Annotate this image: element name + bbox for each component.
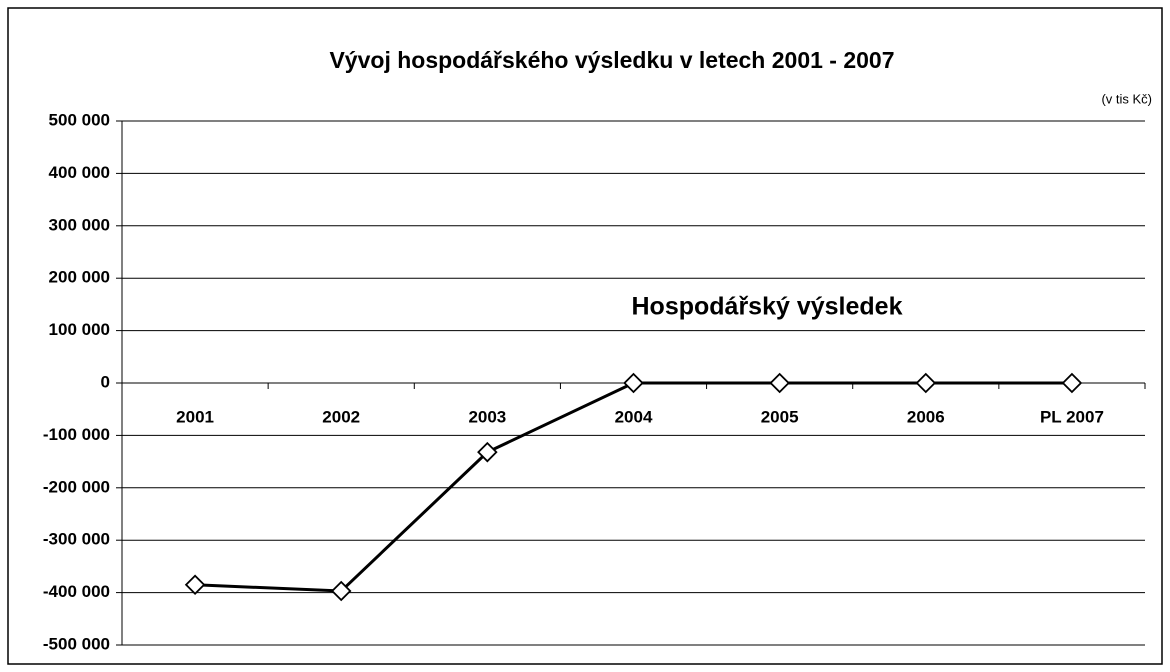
y-tick-label: -200 000 — [43, 477, 110, 496]
y-tick-label: -300 000 — [43, 530, 110, 549]
data-point — [477, 441, 498, 463]
y-tick-label: 200 000 — [49, 268, 110, 287]
x-tick-label: 2003 — [468, 407, 506, 426]
data-point — [1061, 372, 1083, 394]
x-tick-label: 2004 — [615, 407, 653, 426]
y-tick-label: 400 000 — [49, 163, 110, 182]
data-point — [769, 372, 790, 394]
data-point — [623, 372, 644, 394]
chart-title: Vývoj hospodářského výsledku v letech 20… — [329, 47, 894, 73]
y-tick-label: 0 — [101, 372, 110, 391]
x-tick-label: 2006 — [907, 407, 945, 426]
data-point — [184, 574, 206, 596]
x-tick-label: 2002 — [322, 407, 360, 426]
y-tick-label: -400 000 — [43, 582, 110, 601]
y-tick-label: 500 000 — [49, 110, 110, 129]
data-point — [330, 580, 352, 602]
x-tick-label: PL 2007 — [1040, 407, 1104, 426]
y-tick-label: -500 000 — [43, 634, 110, 653]
y-tick-label: 300 000 — [49, 215, 110, 234]
x-tick-label: 2001 — [176, 407, 214, 426]
y-tick-label: 100 000 — [49, 320, 110, 339]
series-label: Hospodářský výsledek — [632, 293, 903, 321]
data-point — [915, 372, 937, 394]
x-tick-label: 2005 — [761, 407, 799, 426]
unit-label: (v tis Kč) — [1101, 91, 1152, 106]
y-tick-label: -100 000 — [43, 425, 110, 444]
chart-border — [7, 7, 1163, 665]
